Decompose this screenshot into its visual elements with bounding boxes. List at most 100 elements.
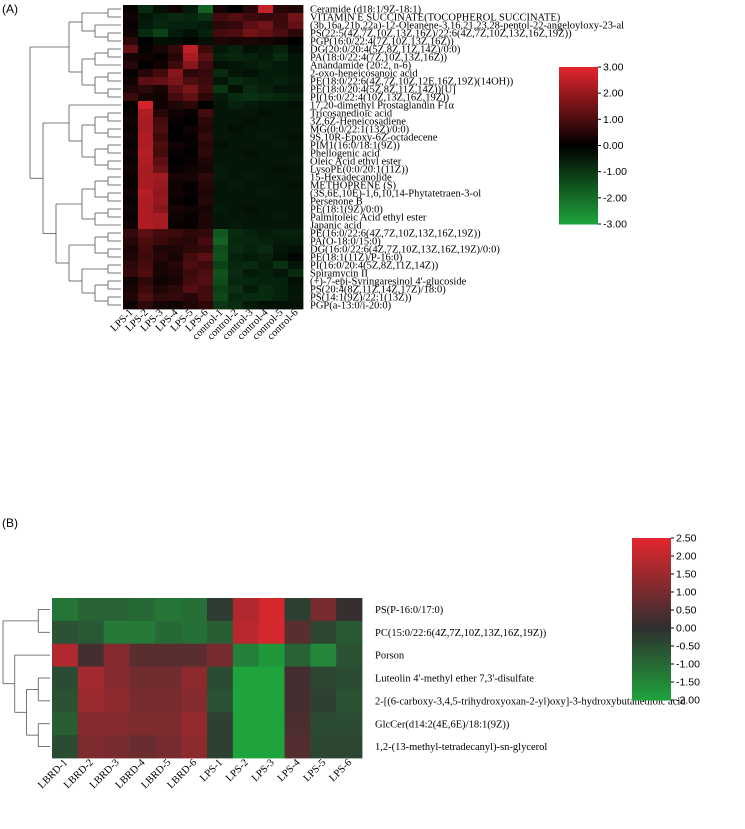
heatmap-cell xyxy=(183,221,199,230)
heatmap-cell xyxy=(243,21,259,30)
colorbar-segment xyxy=(559,127,598,131)
heatmap-cell xyxy=(181,598,208,622)
heatmap-cell xyxy=(138,125,154,134)
colorbar-segment xyxy=(632,616,671,620)
heatmap-cell xyxy=(243,181,259,190)
heatmap-cell xyxy=(77,666,105,690)
heatmap-cell xyxy=(273,53,289,62)
colorbar-segment xyxy=(632,567,671,571)
heatmap-cell xyxy=(198,293,214,302)
heatmap-cell xyxy=(168,101,184,110)
heatmap-cell xyxy=(228,61,244,70)
heatmap-cell xyxy=(243,53,259,62)
colorbar-segment xyxy=(632,597,671,601)
heatmap-cell xyxy=(103,689,130,713)
heatmap-cell xyxy=(228,181,244,190)
colorbar-segment xyxy=(559,155,598,160)
heatmap-cell xyxy=(310,735,337,759)
colorbar-segment xyxy=(559,161,598,165)
heatmap-cell xyxy=(138,245,154,254)
heatmap-cell xyxy=(153,29,169,38)
row-label: Ceramide (d18:1/9Z-18:1) xyxy=(310,5,422,16)
heatmap-cell xyxy=(258,189,274,198)
heatmap-cell xyxy=(138,149,154,158)
heatmap-cell xyxy=(228,165,244,174)
heatmap-cell xyxy=(129,712,156,736)
heatmap-cell xyxy=(123,293,139,302)
heatmap-cell xyxy=(123,141,139,150)
heatmap-cell xyxy=(183,85,199,94)
row-label: Tricosanedioic acid xyxy=(310,109,393,120)
colorbar-segment xyxy=(632,646,671,650)
heatmap-cell xyxy=(138,21,154,30)
colorbar-segment xyxy=(632,664,671,669)
heatmap-cell xyxy=(232,666,260,690)
row-label: PS(20:4(8Z,11Z,14Z,17Z)/18:0) xyxy=(310,285,446,296)
heatmap-cell xyxy=(288,213,304,222)
heatmap-cell xyxy=(273,117,289,126)
heatmap-cell xyxy=(198,85,214,94)
heatmap-cell xyxy=(198,109,214,118)
heatmap-cell xyxy=(198,285,214,294)
heatmap-cell xyxy=(183,53,199,62)
heatmap-cell xyxy=(273,141,289,150)
heatmap-cell xyxy=(213,157,229,166)
colorbar-segment xyxy=(632,586,671,590)
heatmap-cell xyxy=(198,69,214,78)
row-label: PE(18:0/22:6(4Z,7Z,10Z,12E,16Z,19Z)(14OH… xyxy=(310,77,514,88)
colorbar-segment xyxy=(632,640,671,644)
heatmap-cell xyxy=(288,61,304,70)
heatmap-cell xyxy=(213,213,229,222)
heatmap-cell xyxy=(288,109,304,118)
colorbar-segment xyxy=(559,153,598,157)
heatmap-cell xyxy=(183,213,199,222)
heatmap-cell xyxy=(228,261,244,270)
colorbar-tick-label: -2.00 xyxy=(603,192,627,204)
colorbar-segment xyxy=(559,77,598,81)
colorbar-segment xyxy=(559,121,598,126)
heatmap-cell xyxy=(258,666,285,690)
row-label: PS(22:5(4Z,7Z,10Z,13Z,16Z)/22:6(4Z,7Z,10… xyxy=(310,29,572,40)
heatmap-cell xyxy=(288,37,304,46)
heatmap-cell xyxy=(228,13,244,22)
panel-b-row-labels: PS(P-16:0/17:0) PC(15:0/22:6(4Z,7Z,10Z,13… xyxy=(375,605,686,753)
heatmap-cell xyxy=(198,189,214,198)
heatmap-cell xyxy=(129,735,156,759)
heatmap-cell xyxy=(168,221,184,230)
row-label: MG(0:0/22:1(13Z)/0:0) xyxy=(310,125,410,136)
heatmap-cell xyxy=(213,149,229,158)
heatmap-cell xyxy=(243,141,259,150)
heatmap-cell xyxy=(273,261,289,270)
colorbar-segment xyxy=(559,213,598,217)
colorbar-segment xyxy=(632,594,671,598)
colorbar-segment xyxy=(632,656,671,660)
colorbar-tick-label: 1.00 xyxy=(676,587,697,599)
heatmap-cell xyxy=(155,666,182,690)
heatmap-cell xyxy=(243,253,259,262)
heatmap-cell xyxy=(288,301,304,310)
colorbar-segment xyxy=(559,210,598,215)
heatmap-cell xyxy=(153,253,169,262)
heatmap-cell xyxy=(273,277,289,286)
colorbar-segment xyxy=(559,203,598,207)
colorbar-segment xyxy=(632,621,671,625)
panel-a-label: (A) xyxy=(2,2,18,16)
row-label: PGP(a-13:0/i-20:0) xyxy=(310,301,392,312)
heatmap-cell xyxy=(336,598,363,622)
heatmap-cell xyxy=(183,37,199,46)
heatmap-cell xyxy=(288,141,304,150)
heatmap-cell xyxy=(288,77,304,86)
heatmap-cell xyxy=(258,197,274,206)
heatmap-cell xyxy=(243,277,259,286)
heatmap-cell xyxy=(228,285,244,294)
heatmap-cell xyxy=(228,173,244,182)
column-label: LPS-2 xyxy=(224,757,251,784)
colorbar-segment xyxy=(632,662,671,666)
row-label: Persenone B xyxy=(310,197,363,208)
row-label: 17,20-dimethyl Prostaglandin F1α xyxy=(310,101,455,112)
heatmap-cell xyxy=(153,37,169,46)
heatmap-cell xyxy=(228,21,244,30)
heatmap-cell xyxy=(258,237,274,246)
colorbar-segment xyxy=(559,195,598,199)
